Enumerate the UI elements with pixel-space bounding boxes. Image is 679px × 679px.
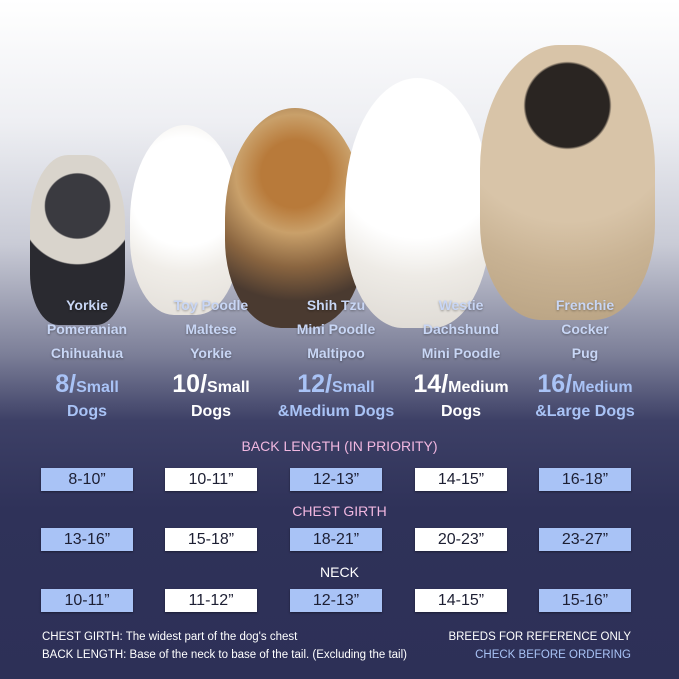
chest-girth-note: CHEST GIRTH: The widest part of the dog'… (42, 631, 298, 643)
breed-list: Westie Dachshund Mini Poodle (396, 293, 526, 365)
measurement-value: 16-18” (539, 468, 631, 491)
pug-image (480, 45, 655, 320)
measurement-value: 18-21” (290, 528, 382, 551)
measurement-value: 14-15” (415, 589, 507, 612)
breed-list: Shih Tzu Mini Poodle Maltipoo (271, 293, 401, 365)
size-category: Small (76, 379, 119, 396)
size-category-line2: Dogs (67, 403, 107, 420)
measurement-value: 12-13” (290, 468, 382, 491)
breed-name: Maltese (185, 321, 237, 337)
size-number: 12/ (297, 370, 333, 398)
measurement-value: 8-10” (41, 468, 133, 491)
measurement-value: 10-11” (165, 468, 257, 491)
breed-name: Mini Poodle (296, 321, 376, 337)
size-category-line2: &Large Dogs (535, 403, 635, 420)
size-number: 8/ (55, 370, 77, 398)
size-category: Small (332, 379, 375, 396)
breed-name: Toy Poodle (173, 297, 249, 313)
size-label: 10/Small Dogs (141, 372, 281, 424)
breed-name: Pug (571, 345, 599, 361)
breed-name: Cocker (561, 321, 609, 337)
breed-name: Westie (438, 297, 484, 313)
size-category-line2: Dogs (191, 403, 231, 420)
section-title: BACK LENGTH (IN PRIORITY) (241, 438, 438, 454)
measurement-value: 10-11” (41, 589, 133, 612)
breed-name: Yorkie (190, 345, 232, 361)
check-before-ordering-note: CHECK BEFORE ORDERING (475, 649, 631, 661)
breed-name: Maltipoo (307, 345, 365, 361)
size-category-line2: Dogs (441, 403, 481, 420)
measurement-value: 15-18” (165, 528, 257, 551)
breed-list: Toy Poodle Maltese Yorkie (146, 293, 276, 365)
size-category: Small (207, 379, 250, 396)
size-category: Medium (448, 379, 509, 396)
yorkie-image (225, 108, 365, 328)
breed-name: Dachshund (422, 321, 500, 337)
measurement-value: 11-12” (165, 589, 257, 612)
breed-name: Pomeranian (46, 321, 128, 337)
breed-name: Shih Tzu (306, 297, 366, 313)
breed-list: Frenchie Cocker Pug (520, 293, 650, 365)
measurement-value: 12-13” (290, 589, 382, 612)
breeds-reference-note: BREEDS FOR REFERENCE ONLY (448, 631, 631, 643)
back-length-note: BACK LENGTH: Base of the neck to base of… (42, 649, 407, 661)
size-label: 14/Medium Dogs (391, 372, 531, 424)
size-label: 16/Medium &Large Dogs (515, 372, 655, 424)
size-number: 14/ (413, 370, 449, 398)
size-number: 10/ (172, 370, 208, 398)
section-title: NECK (320, 564, 359, 580)
size-category: Medium (572, 379, 633, 396)
breed-name: Mini Poodle (421, 345, 501, 361)
section-title: CHEST GIRTH (292, 503, 387, 519)
measurement-value: 15-16” (539, 589, 631, 612)
measurement-value: 20-23” (415, 528, 507, 551)
measurement-value: 13-16” (41, 528, 133, 551)
breed-list: Yorkie Pomeranian Chihuahua (22, 293, 152, 365)
westie-image (345, 78, 490, 328)
breed-name: Chihuahua (50, 345, 124, 361)
size-label: 8/Small Dogs (17, 372, 157, 424)
breed-name: Yorkie (66, 297, 108, 313)
measurement-value: 23-27” (539, 528, 631, 551)
size-category-line2: &Medium Dogs (277, 403, 395, 420)
size-label: 12/Small &Medium Dogs (266, 372, 406, 424)
breed-name: Frenchie (555, 297, 615, 313)
size-number: 16/ (537, 370, 573, 398)
measurement-value: 14-15” (415, 468, 507, 491)
pomeranian-image (130, 125, 240, 315)
chihuahua-image (30, 155, 125, 325)
